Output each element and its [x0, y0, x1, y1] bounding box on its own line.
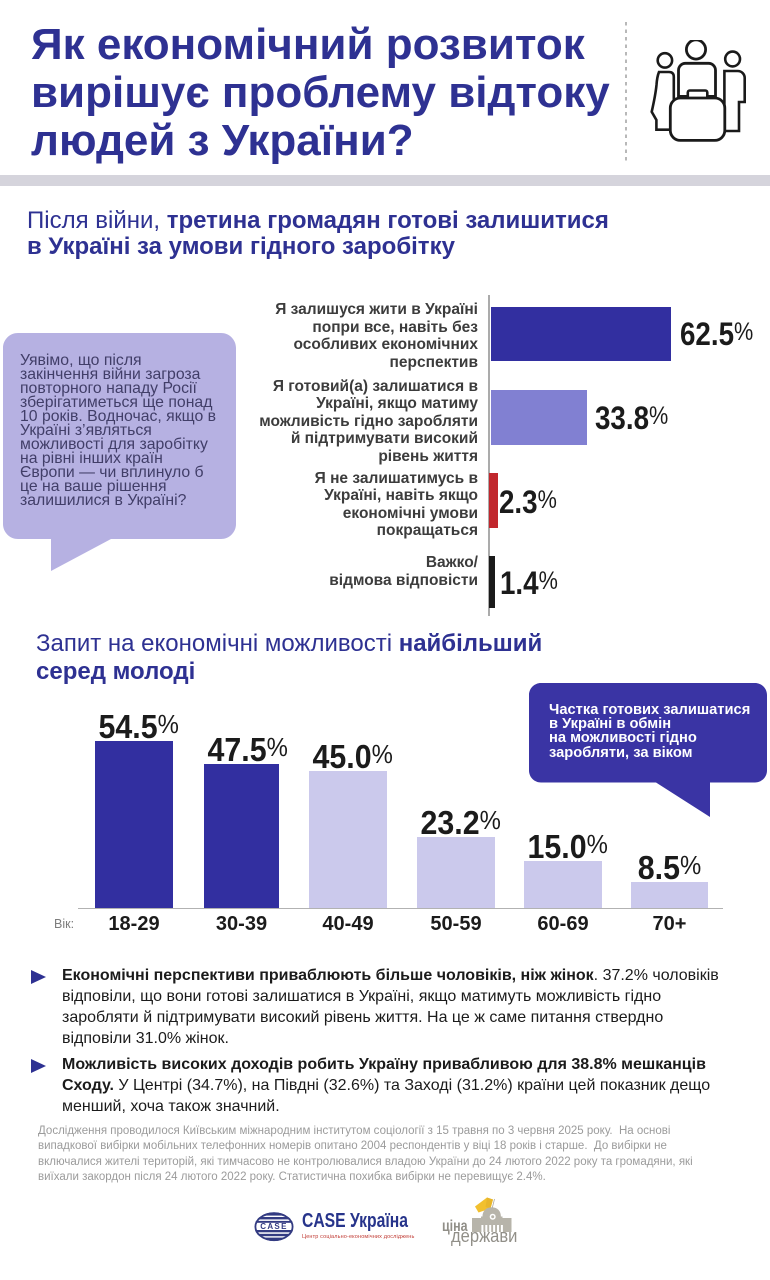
svg-text:CASE: CASE	[260, 1222, 287, 1231]
